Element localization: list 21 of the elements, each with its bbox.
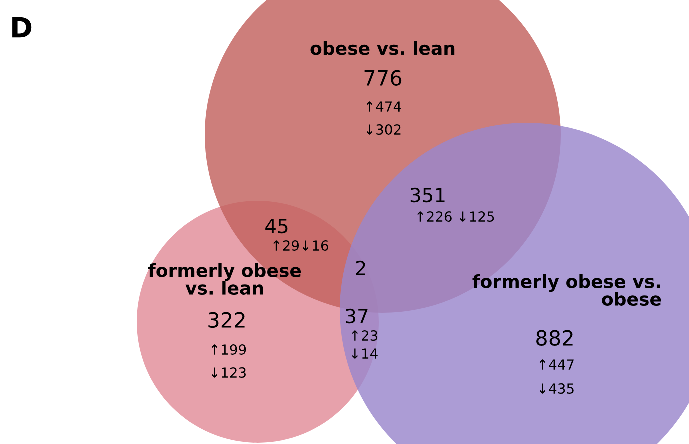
text: ↑29↓16 — [274, 240, 328, 252]
text: ↓302 — [366, 124, 401, 136]
text: ↑23 — [352, 330, 378, 342]
text: 37 — [346, 308, 368, 324]
category-label: obese vs. lean — [310, 41, 455, 56]
text: ↓14 — [352, 348, 378, 359]
text: ↓435 — [540, 384, 574, 394]
text: 45 — [266, 219, 288, 234]
data-label: 882 — [536, 330, 573, 346]
text: ↑226 ↓125 — [417, 212, 494, 222]
text: D — [12, 17, 32, 38]
text: ↑447 — [540, 360, 574, 370]
category-label: formerly obese vs. obese — [472, 274, 662, 306]
category-label: formerly obese vs. lean — [148, 263, 302, 296]
data-label: 776 — [364, 70, 402, 86]
text: ↑199 — [212, 344, 246, 356]
text: ↑474 — [366, 102, 402, 112]
data-label: 322 — [208, 312, 245, 328]
text: 2 — [356, 260, 366, 276]
text: ↓123 — [212, 368, 246, 378]
text: 351 — [410, 188, 445, 203]
